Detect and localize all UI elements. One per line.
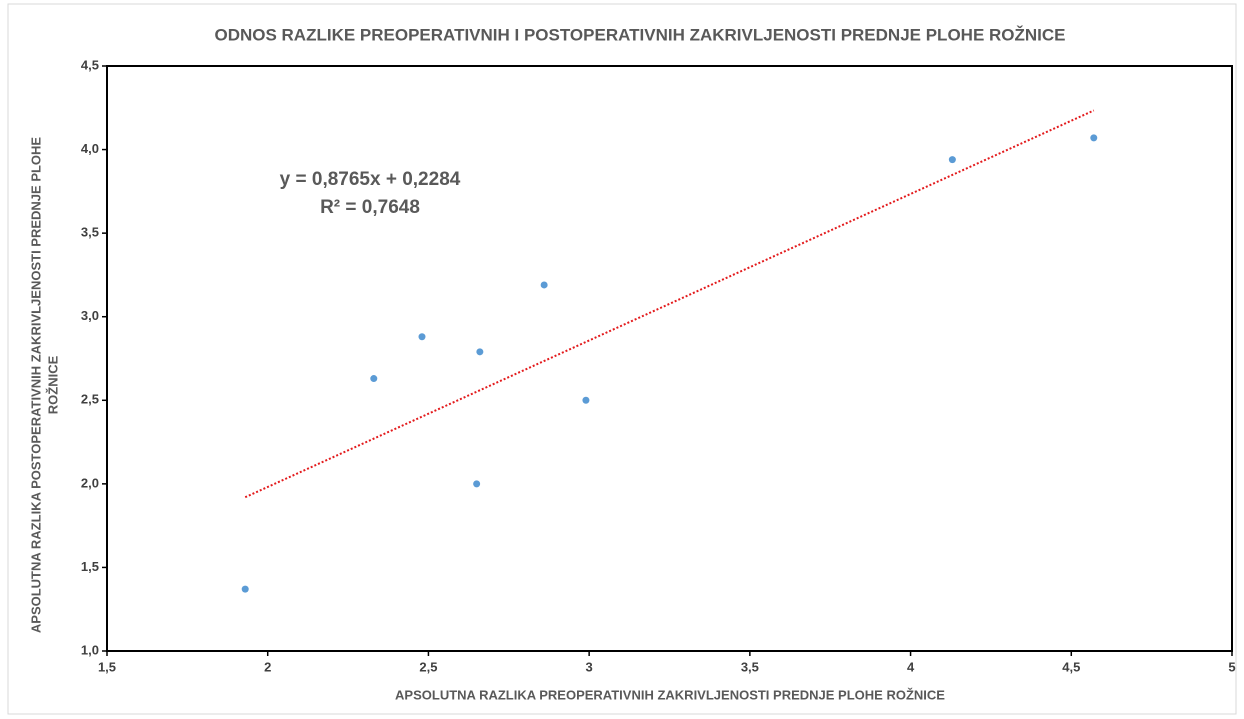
y-tick-label: 1,0 [81,642,99,657]
point [1090,134,1098,142]
chart-title: ODNOS RAZLIKE PREOPERATIVNIH I POSTOPERA… [214,25,1065,44]
x-tick-label: 5 [1228,659,1235,674]
y-axis-label: APSOLUTNA RAZLIKA POSTOPERATIVNIH ZAKRIV… [28,137,60,634]
point [540,281,548,289]
y-tick-label: 2,5 [81,392,99,407]
x-tick-label: 4 [907,659,915,674]
y-tick-label: 4,5 [81,57,99,72]
y-tick-label: 2,0 [81,475,99,490]
y-tick-label: 3,5 [81,225,99,240]
chart-border [7,3,1237,715]
x-tick-label: 4,5 [1062,659,1080,674]
x-axis-label: APSOLUTNA RAZLIKA PREOPERATIVNIH ZAKRIVL… [395,687,945,702]
point [418,333,426,341]
x-tick-label: 2 [264,659,271,674]
point [476,348,484,356]
y-tick-label: 1,5 [81,559,99,574]
point [582,396,590,404]
x-tick-label: 3 [586,659,593,674]
y-tick-label: 4,0 [81,141,99,156]
point [948,156,956,164]
x-tick-label: 2,5 [419,659,437,674]
point [241,585,249,593]
trendline-equation: y = 0,8765x + 0,2284 [280,169,461,190]
y-axis-label-line: ROŽNICE [45,355,60,414]
y-axis-label-line: APSOLUTNA RAZLIKA POSTOPERATIVNIH ZAKRIV… [28,137,43,634]
point [473,480,481,488]
x-tick-label: 3,5 [741,659,759,674]
y-tick-label: 3,0 [81,308,99,323]
plot-frame [106,65,1233,652]
trendline [244,109,1095,499]
point [370,375,378,383]
trendline-r2: R² = 0,7648 [320,197,420,218]
x-tick-label: 1,5 [98,659,116,674]
